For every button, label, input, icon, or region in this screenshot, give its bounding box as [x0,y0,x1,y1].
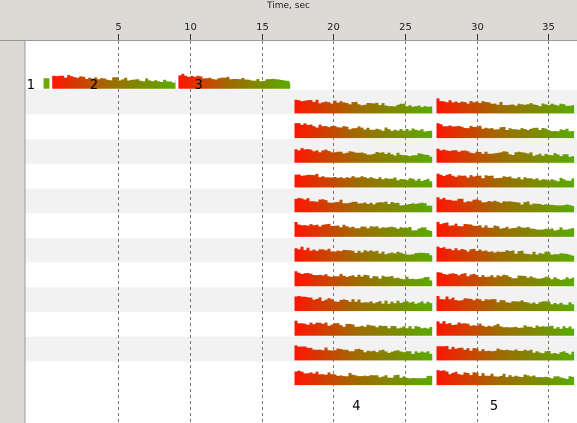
bar-segment [436,246,575,262]
bar-segment [436,321,575,336]
bar-segment [294,246,433,262]
bar-segment [436,272,575,287]
tick-label: 25 [399,22,412,33]
tick-label: 35 [542,22,555,33]
bar-segment [294,173,433,188]
bar-segment [294,99,433,114]
annotation-label: 5 [489,398,499,414]
bar-segment [436,346,575,361]
bar-segment [436,197,575,213]
bar-segment [436,296,575,311]
axis-header-background [0,0,577,40]
bar-segment [294,370,433,386]
tick-label: 5 [115,22,121,33]
bar-segment [178,73,291,89]
bar-segment [52,75,176,89]
bar-segment [294,345,433,361]
annotation-label: 3 [194,77,203,93]
x-axis-ticks: 5 10 15 20 25 30 35 [115,22,555,40]
tick-label: 15 [256,22,269,33]
bar-segment [294,296,433,311]
tick-label: 30 [471,22,484,33]
bar-segment [294,197,433,213]
annotation-label: 2 [89,77,99,93]
bar-segment [294,320,433,336]
bar-segment [436,148,575,163]
bar-segment [436,221,575,237]
bar-segment [43,78,50,89]
left-gutter [0,40,25,423]
bar-segment [436,123,575,139]
bar-segment [294,271,433,287]
bar-segment [436,98,575,114]
tick-label: 10 [184,22,197,33]
annotation-label: 4 [352,398,361,414]
x-axis-title: Time, sec [267,1,310,11]
tick-label: 20 [327,22,340,33]
bar-segment [294,148,433,163]
bar-segment [294,123,433,139]
bar-segment [436,370,575,386]
bar-segment [436,173,575,188]
bar-segments [43,73,575,386]
bar-segment [294,222,433,237]
annotation-label: 1 [26,77,36,93]
